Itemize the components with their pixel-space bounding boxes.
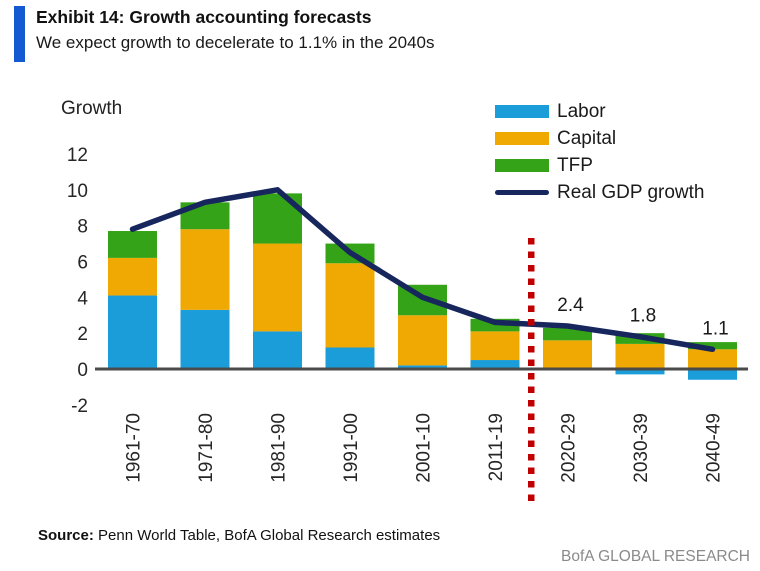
labor-swatch-icon <box>495 105 549 118</box>
bar-segment-capital <box>325 263 375 348</box>
tfp-swatch-icon <box>495 159 549 172</box>
x-axis-label: 1981-90 <box>269 413 290 483</box>
bar-segment-labor <box>180 309 230 369</box>
bar-segment-labor <box>688 369 737 380</box>
bar-segment-capital <box>398 315 447 366</box>
legend-item-real-gdp-growth: Real GDP growth <box>495 182 705 203</box>
bar-segment-labor <box>325 347 375 369</box>
bar-segment-labor <box>253 331 302 369</box>
bar-segment-labor <box>470 360 520 369</box>
x-axis-label: 1971-80 <box>196 413 217 483</box>
legend-item-tfp: TFP <box>495 155 705 176</box>
x-axis-label: 2030-39 <box>631 413 652 483</box>
y-axis-label: -2 <box>71 396 88 417</box>
bar-segment-labor <box>398 365 447 369</box>
source-label: Source: <box>38 527 94 544</box>
real-gdp-growth-line <box>129 187 716 353</box>
y-axis-title: Growth <box>61 98 123 119</box>
x-axis-label: 2011-19 <box>486 413 507 481</box>
legend-label: Real GDP growth <box>557 182 705 203</box>
capital-swatch-icon <box>495 132 549 145</box>
gdp-line-swatch-icon <box>495 190 549 195</box>
brand-mark: BofA GLOBAL RESEARCH <box>561 548 750 565</box>
forecast-annotation: 2.4 <box>557 295 584 316</box>
exhibit-accent-bar <box>14 6 25 62</box>
bar-segment-tfp <box>253 193 302 244</box>
chart-legend: Labor Capital TFP Real GDP growth <box>495 101 705 209</box>
legend-label: TFP <box>557 155 593 176</box>
source-text: Penn World Table, BofA Global Research e… <box>93 527 441 544</box>
x-axis-label: 1961-70 <box>124 413 145 483</box>
forecast-annotation: 1.1 <box>702 318 728 339</box>
x-axis-label: 1991-00 <box>341 413 362 483</box>
bar-segment-capital <box>543 340 592 369</box>
legend-label: Labor <box>557 101 606 122</box>
bar-segment-tfp <box>543 327 592 341</box>
legend-label: Capital <box>557 128 617 149</box>
legend-item-labor: Labor <box>495 101 705 122</box>
bar-segment-capital <box>615 343 665 369</box>
y-axis-label: 2 <box>77 324 88 345</box>
legend-item-capital: Capital <box>495 128 705 149</box>
y-axis-label: 0 <box>77 360 88 381</box>
bar-segment-capital <box>180 229 230 310</box>
bar-segment-capital <box>470 331 520 361</box>
y-axis-label: 8 <box>77 217 88 238</box>
bar-segment-capital <box>108 257 157 296</box>
bar-segment-capital <box>253 243 302 332</box>
y-axis-label: 6 <box>77 252 88 273</box>
x-axis-label: 2001-10 <box>414 413 435 483</box>
bar-segment-tfp <box>108 231 157 258</box>
x-axis-label: 2020-29 <box>559 413 580 483</box>
y-axis-label: 4 <box>77 288 88 309</box>
bar-segment-tfp <box>688 342 737 350</box>
exhibit-title: Exhibit 14: Growth accounting forecasts <box>36 7 372 27</box>
y-axis-label: 10 <box>67 181 88 202</box>
bar-segment-capital <box>688 349 737 369</box>
y-axis-label: 12 <box>67 145 88 166</box>
x-axis-label: 2040-49 <box>704 413 725 483</box>
source-note: Source: Penn World Table, BofA Global Re… <box>38 527 440 544</box>
bar-segment-labor <box>108 295 157 369</box>
exhibit-subtitle: We expect growth to decelerate to 1.1% i… <box>36 33 435 52</box>
forecast-annotation: 1.8 <box>630 306 656 327</box>
bar-segment-labor <box>615 369 665 375</box>
